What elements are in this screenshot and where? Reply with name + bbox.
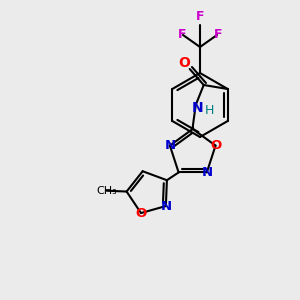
Text: F: F: [214, 28, 222, 40]
Text: CH₃: CH₃: [96, 186, 117, 196]
Text: O: O: [178, 56, 190, 70]
Text: H: H: [205, 103, 214, 116]
Text: F: F: [196, 11, 204, 23]
Text: N: N: [192, 101, 203, 115]
Text: N: N: [201, 166, 212, 179]
Text: F: F: [178, 28, 186, 40]
Text: O: O: [210, 139, 221, 152]
Text: N: N: [160, 200, 171, 213]
Text: N: N: [164, 139, 175, 152]
Text: O: O: [135, 206, 147, 220]
